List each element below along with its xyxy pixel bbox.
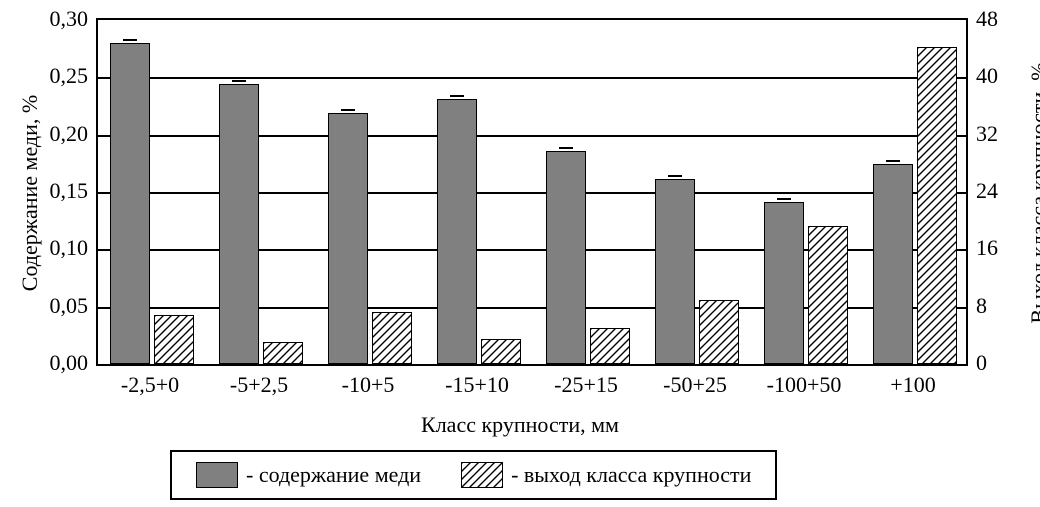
bar-copper bbox=[110, 43, 150, 364]
x-tick: -15+10 bbox=[422, 372, 532, 398]
x-axis-label: Класс крупности, мм bbox=[0, 412, 1040, 438]
y-right-tick: 8 bbox=[976, 293, 987, 319]
y-right-tick: 32 bbox=[976, 121, 998, 147]
err-cap bbox=[668, 175, 682, 177]
bar-copper bbox=[764, 202, 804, 364]
gridline bbox=[98, 77, 966, 79]
legend: - содержание меди - выход класса крупнос… bbox=[170, 450, 777, 500]
x-tick: -2,5+0 bbox=[95, 372, 205, 398]
x-tick: +100 bbox=[858, 372, 968, 398]
y-left-tick: 0,25 bbox=[50, 63, 89, 89]
bar-copper bbox=[219, 84, 259, 364]
y-right-tick: 24 bbox=[976, 178, 998, 204]
legend-item-yield: - выход класса крупности bbox=[461, 462, 751, 488]
err-cap bbox=[450, 95, 464, 97]
x-tick: -5+2,5 bbox=[204, 372, 314, 398]
err-cap bbox=[123, 39, 137, 41]
y-left-axis-label: Содержание меди, % bbox=[17, 83, 43, 303]
x-tick: -10+5 bbox=[313, 372, 423, 398]
bar-copper bbox=[546, 151, 586, 364]
bar-yield bbox=[372, 312, 412, 364]
y-left-tick: 0,20 bbox=[50, 121, 89, 147]
bar-yield bbox=[154, 315, 194, 364]
y-right-axis-label: Выход класса крупности, % bbox=[1026, 48, 1040, 338]
err-cap bbox=[886, 160, 900, 162]
y-left-tick: 0,15 bbox=[50, 178, 89, 204]
bar-yield bbox=[481, 339, 521, 364]
legend-item-copper: - содержание меди bbox=[196, 462, 421, 488]
err-cap bbox=[559, 147, 573, 149]
bar-copper bbox=[437, 99, 477, 364]
err-cap bbox=[777, 198, 791, 200]
x-tick: -50+25 bbox=[640, 372, 750, 398]
y-right-tick: 40 bbox=[976, 63, 998, 89]
plot-area bbox=[96, 18, 968, 366]
x-tick: -25+15 bbox=[531, 372, 641, 398]
y-left-tick: 0,05 bbox=[50, 293, 89, 319]
y-right-tick: 0 bbox=[976, 350, 987, 376]
err-cap bbox=[341, 109, 355, 111]
legend-label-yield: - выход класса крупности bbox=[511, 462, 751, 488]
chart-container: Содержание меди, % Выход класса крупност… bbox=[0, 0, 1040, 507]
bar-yield bbox=[263, 342, 303, 364]
legend-swatch-hatched bbox=[461, 462, 503, 488]
x-tick: -100+50 bbox=[749, 372, 859, 398]
y-right-tick: 48 bbox=[976, 6, 998, 32]
bar-copper bbox=[873, 164, 913, 364]
y-left-tick: 0,30 bbox=[50, 6, 89, 32]
bar-copper bbox=[328, 113, 368, 364]
legend-label-copper: - содержание меди bbox=[246, 462, 421, 488]
bar-yield bbox=[808, 226, 848, 364]
bar-copper bbox=[655, 179, 695, 364]
bar-yield bbox=[590, 328, 630, 364]
bar-yield bbox=[917, 47, 957, 364]
legend-swatch-solid bbox=[196, 462, 238, 488]
y-left-tick: 0,00 bbox=[50, 350, 89, 376]
y-left-tick: 0,10 bbox=[50, 235, 89, 261]
y-right-tick: 16 bbox=[976, 235, 998, 261]
err-cap bbox=[232, 80, 246, 82]
bar-yield bbox=[699, 300, 739, 364]
